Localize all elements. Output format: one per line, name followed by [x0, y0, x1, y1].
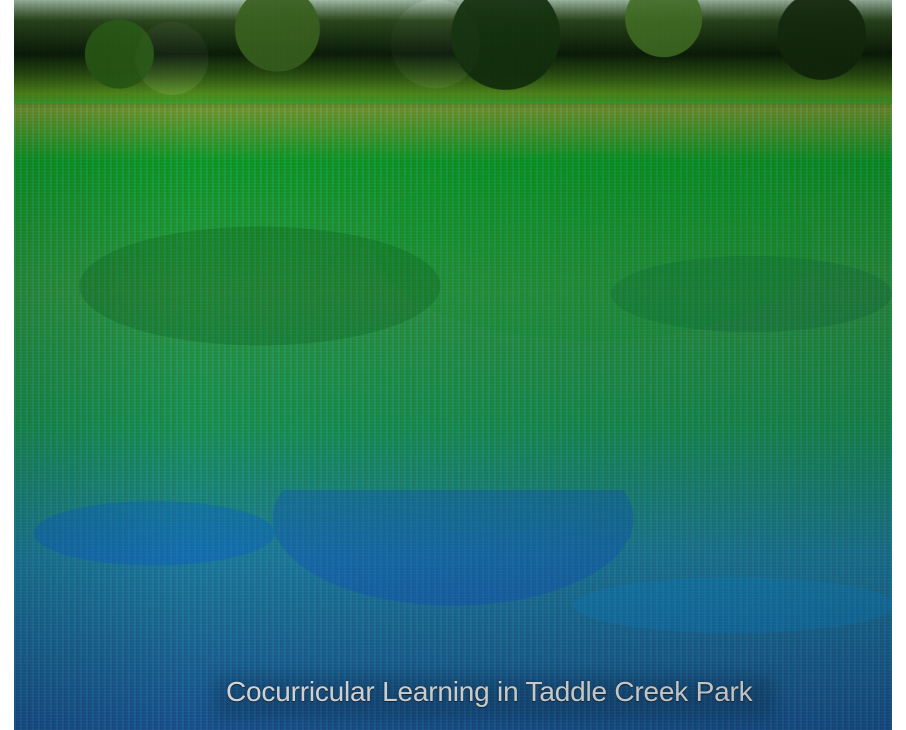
grass-field [14, 94, 892, 494]
park-photo: Cocurricular Learning in Taddle Creek Pa… [14, 0, 892, 730]
tree-canopy [14, 0, 892, 104]
caption-shadow [214, 677, 774, 719]
photo-caption: Cocurricular Learning in Taddle Creek Pa… [226, 676, 753, 707]
foreground-grass [14, 490, 892, 730]
